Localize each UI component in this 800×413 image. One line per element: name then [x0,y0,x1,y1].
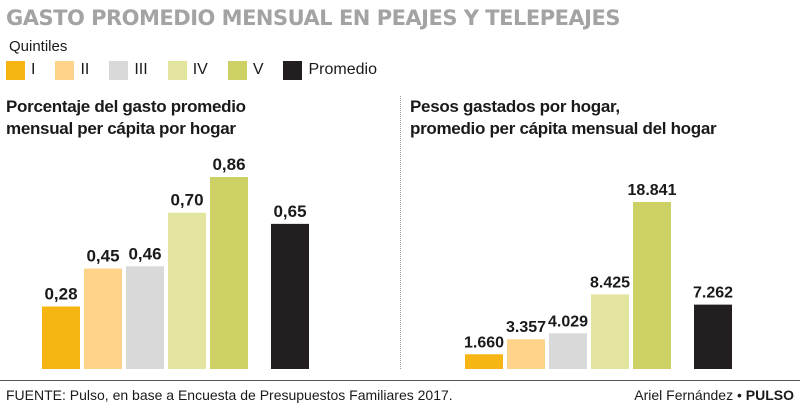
bar-i [465,354,503,369]
bar-promedio [694,304,732,369]
bar-value-label: 0,46 [128,244,161,263]
bar-ii [507,339,545,369]
bar-promedio [271,223,309,369]
footer-divider [0,380,800,381]
legend-swatch [109,60,129,80]
legend-label: III [134,61,148,78]
legend: I II III IV V Promedio [6,59,397,81]
bar-value-label: 0,45 [86,247,119,266]
bar-value-label: 8.425 [590,274,630,291]
bar-v [633,202,671,369]
legend-item: III [109,60,148,80]
left-chart-title: Porcentaje del gasto promedio mensual pe… [6,97,246,138]
legend-label: I [31,61,36,78]
bar-value-label: 0,65 [273,202,306,221]
credit-separator: • [736,387,742,403]
panel-divider [400,96,401,369]
right-chart-title: Pesos gastados por hogar, promedio per c… [410,97,717,138]
legend-item: I [6,60,36,80]
legend-swatch [227,60,247,80]
credit: Ariel Fernández • PULSO [634,387,794,403]
legend-label: IV [192,61,208,78]
legend-title: Quintiles [9,38,68,55]
left-bar-chart: 0,28 0,45 0,46 0,70 0,86 0,65 [42,155,309,369]
bar-value-label: 0,86 [212,155,245,174]
author-name: Ariel Fernández [634,387,734,403]
bar-value-label: 4.029 [548,313,588,330]
legend-swatch [283,60,303,80]
legend-swatch [167,60,187,80]
source-note: FUENTE: Pulso, en base a Encuesta de Pre… [6,387,453,403]
bar-value-label: 0,70 [170,191,203,210]
legend-item: Promedio [283,60,377,80]
bar-v [210,177,248,369]
bar-iii [549,333,587,369]
legend-swatch [6,60,25,80]
legend-label: II [80,61,90,78]
legend-swatch [55,60,75,80]
bar-value-label: 18.841 [628,182,677,199]
bar-i [42,306,80,369]
legend-label: Promedio [308,61,377,78]
chart-main-title: GASTO PROMEDIO MENSUAL EN PEAJES Y TELEP… [6,6,620,30]
legend-label: V [252,61,264,78]
legend-item: IV [167,60,208,80]
bar-ii [84,268,122,369]
bar-value-label: 0,28 [44,284,77,303]
legend-item: V [227,60,264,80]
bar-iii [126,266,164,369]
bar-value-label: 7.262 [693,285,733,302]
bar-iv [168,212,206,369]
bar-value-label: 3.357 [506,319,546,336]
legend-item: II [55,60,90,80]
bar-value-label: 1.660 [464,334,504,351]
bar-iv [591,294,629,369]
brand-name: PULSO [745,387,794,403]
